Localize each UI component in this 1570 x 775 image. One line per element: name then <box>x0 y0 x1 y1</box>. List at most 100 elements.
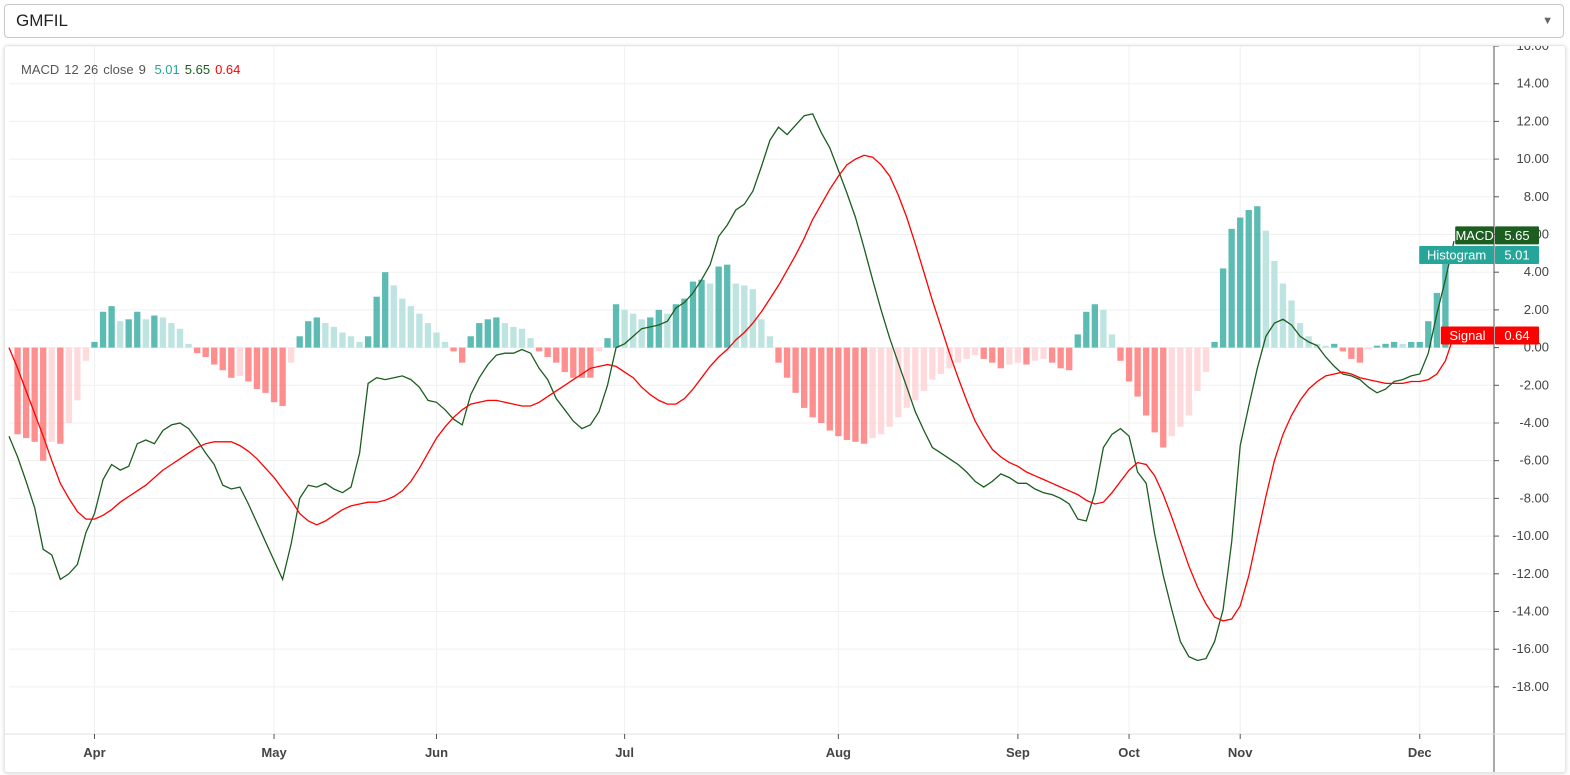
histogram-bar <box>510 326 517 348</box>
histogram-bar <box>1006 347 1013 365</box>
histogram-bar <box>1219 268 1227 348</box>
histogram-bar <box>1254 206 1261 348</box>
histogram-bar <box>91 341 98 348</box>
histogram-bar <box>689 281 697 348</box>
histogram-bar <box>296 336 303 348</box>
histogram-bar <box>1433 292 1441 348</box>
histogram-bar <box>142 319 149 348</box>
histogram-bar <box>741 285 748 348</box>
histogram-bar <box>1228 228 1235 348</box>
macd-badge-label-bg <box>1455 226 1494 245</box>
histogram-bar <box>116 321 124 348</box>
y-tick-label: -6.00 <box>1519 453 1549 468</box>
histogram-bar <box>99 311 107 348</box>
histogram-bar <box>151 315 158 348</box>
histogram-bar <box>108 306 115 348</box>
macd-line <box>8 113 1455 662</box>
histogram-bar <box>1245 209 1252 348</box>
histogram-bar <box>185 343 192 348</box>
signal-line <box>8 154 1455 622</box>
histogram-bar <box>253 347 261 390</box>
histogram-bar <box>612 304 620 348</box>
histogram-bar <box>416 313 423 348</box>
histogram-bar <box>920 347 928 391</box>
histogram-bar <box>1211 341 1218 348</box>
histogram-badge-value: 5.01 <box>1504 248 1529 263</box>
histogram-bar <box>450 347 457 352</box>
histogram-bar <box>236 347 244 376</box>
histogram-bar <box>1168 347 1175 437</box>
histogram-bar <box>681 298 688 348</box>
x-tick-label: Apr <box>83 745 105 760</box>
histogram-bar <box>1057 347 1064 369</box>
histogram-bar <box>595 347 603 352</box>
histogram-bar <box>279 347 286 407</box>
histogram-bar <box>963 347 970 359</box>
histogram-bar <box>1100 309 1107 348</box>
histogram-bar <box>262 347 269 393</box>
histogram-bar <box>1134 347 1141 397</box>
histogram-bar <box>852 347 859 442</box>
histogram-bar <box>433 332 440 348</box>
histogram-bar <box>766 336 774 348</box>
histogram-bar <box>518 328 526 348</box>
y-tick-label: -8.00 <box>1519 490 1549 505</box>
histogram-bar <box>1091 304 1099 348</box>
chart-svg[interactable]: 16.0014.0012.0010.008.006.004.002.000.00… <box>5 46 1565 772</box>
histogram-bar <box>553 347 560 363</box>
y-tick-label: -12.00 <box>1512 566 1549 581</box>
histogram-bar <box>1160 347 1167 448</box>
x-axis: Apr May Jun Jul Aug Sep Oct Nov Dec <box>83 734 1432 760</box>
histogram-bar <box>219 347 226 371</box>
y-tick-label: -4.00 <box>1519 415 1549 430</box>
histogram-bar <box>578 347 586 378</box>
y-tick-label: 4.00 <box>1524 264 1549 279</box>
y-tick-label: 16.00 <box>1516 46 1549 53</box>
histogram-bar <box>800 347 808 408</box>
histogram-bar <box>1202 347 1210 373</box>
grid-lines <box>9 46 1494 734</box>
histogram-bar <box>484 319 491 348</box>
histogram-bar <box>835 347 842 437</box>
histogram-bar <box>202 347 209 358</box>
histogram-bar <box>1339 347 1346 352</box>
chevron-down-icon[interactable]: ▼ <box>1542 15 1553 27</box>
histogram-bar <box>347 336 355 348</box>
y-tick-label: 14.00 <box>1516 76 1549 91</box>
histogram-bar <box>877 347 885 435</box>
x-tick-label: May <box>261 745 287 760</box>
histogram-bar <box>407 306 415 348</box>
histogram-bar <box>1331 343 1338 348</box>
legend-indicator-name: MACD <box>21 62 60 77</box>
histogram-badge-label: Histogram <box>1427 248 1486 263</box>
histogram-bar <box>228 347 235 378</box>
histogram-bar <box>193 347 201 354</box>
signal-badge-value-bg <box>1495 326 1539 345</box>
histogram-bar <box>1023 347 1030 365</box>
histogram-bar <box>535 347 543 352</box>
histogram-bar <box>168 323 175 348</box>
histogram-bar <box>929 347 936 380</box>
indicator-legend[interactable]: MACD 12 26 close 9 5.01 5.65 0.64 <box>21 62 245 77</box>
macd-badge-value-bg <box>1495 226 1539 245</box>
y-tick-label: -18.00 <box>1512 679 1549 694</box>
histogram-bar <box>1237 217 1244 348</box>
histogram-bar <box>501 323 509 348</box>
histogram-bar <box>724 264 731 348</box>
histogram-bar <box>57 347 64 444</box>
histogram-bar <box>527 338 534 348</box>
histogram-bar <box>1382 343 1389 348</box>
legend-macd-value: 5.65 <box>184 62 211 77</box>
histogram-bar <box>971 347 979 356</box>
histogram-bar <box>330 326 338 348</box>
symbol-select[interactable]: GMFIL ▼ <box>4 4 1564 38</box>
macd-chart[interactable]: 16.0014.0012.0010.008.006.004.002.000.00… <box>4 45 1566 773</box>
histogram-bar <box>655 309 662 348</box>
histogram-bar <box>621 309 628 348</box>
histogram-bar <box>40 347 47 461</box>
histogram-bar <box>364 336 372 348</box>
y-tick-label: 2.00 <box>1524 302 1549 317</box>
histogram-bar <box>980 347 987 359</box>
histogram-bar <box>1288 300 1295 348</box>
x-tick-label: Sep <box>1006 745 1030 760</box>
